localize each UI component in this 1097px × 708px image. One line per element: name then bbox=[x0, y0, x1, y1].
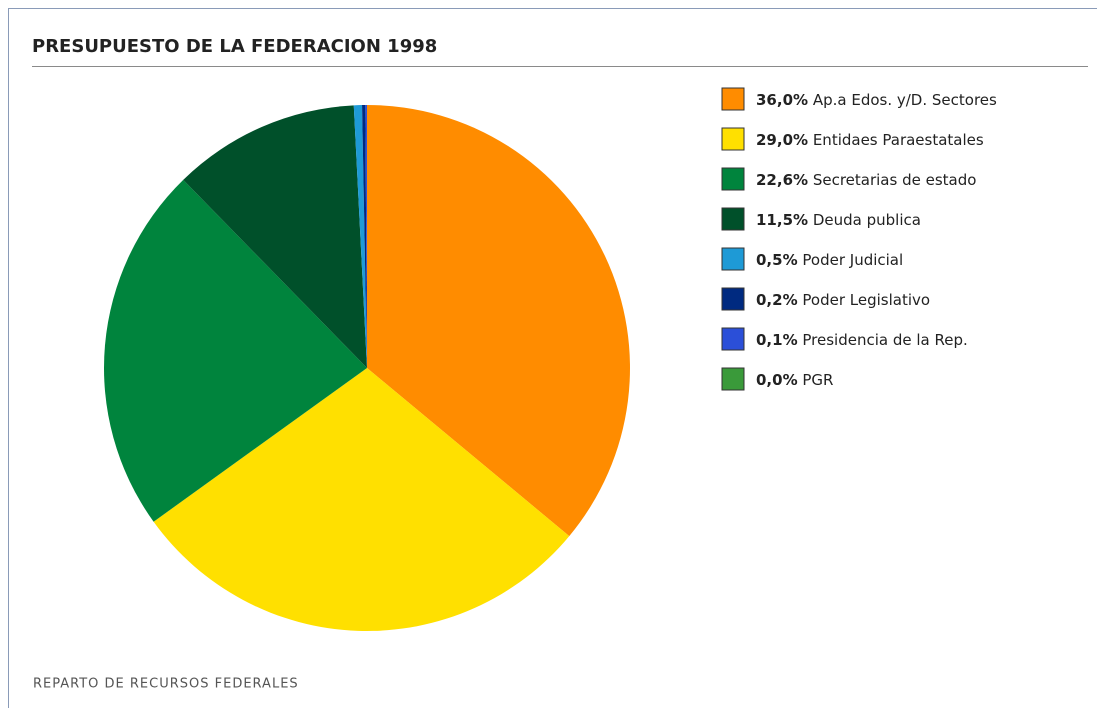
legend-name: PGR bbox=[802, 371, 833, 389]
pie-slice bbox=[365, 105, 367, 368]
legend-label: 0,1% Presidencia de la Rep. bbox=[756, 331, 968, 349]
legend-swatch bbox=[721, 367, 745, 391]
legend-swatch bbox=[721, 327, 745, 351]
legend-name: Presidencia de la Rep. bbox=[802, 331, 967, 349]
legend-swatch bbox=[721, 167, 745, 191]
legend-value: 29,0% bbox=[756, 131, 808, 149]
legend-swatch bbox=[721, 247, 745, 271]
legend-label: 0,5% Poder Judicial bbox=[756, 251, 903, 269]
legend-value: 36,0% bbox=[756, 91, 808, 109]
legend-swatch bbox=[721, 287, 745, 311]
legend-value: 0,2% bbox=[756, 291, 798, 309]
legend-label: 11,5% Deuda publica bbox=[756, 211, 921, 229]
legend-name: Deuda publica bbox=[813, 211, 921, 229]
legend-swatch bbox=[721, 87, 745, 111]
legend-name: Secretarias de estado bbox=[813, 171, 977, 189]
legend-value: 11,5% bbox=[756, 211, 808, 229]
pie-slice bbox=[353, 105, 367, 368]
pie-slice bbox=[183, 105, 367, 368]
legend-swatch bbox=[721, 207, 745, 231]
legend-label: 0,0% PGR bbox=[756, 371, 833, 389]
legend-label: 0,2% Poder Legislativo bbox=[756, 291, 930, 309]
pie-slice bbox=[362, 105, 367, 369]
pie-slice bbox=[103, 179, 367, 522]
legend-name: Entidaes Paraestatales bbox=[813, 131, 984, 149]
legend-name: Poder Legislativo bbox=[802, 291, 930, 309]
legend-label: 36,0% Ap.a Edos. y/D. Sectores bbox=[756, 91, 997, 109]
pie-slice bbox=[153, 368, 570, 631]
legend-label: 29,0% Entidaes Paraestatales bbox=[756, 131, 984, 149]
chart-subtitle: REPARTO DE RECURSOS FEDERALES bbox=[33, 677, 299, 692]
legend-value: 0,5% bbox=[756, 251, 798, 269]
chart-title: PRESUPUESTO DE LA FEDERACION 1998 bbox=[32, 36, 437, 57]
legend-swatch bbox=[721, 127, 745, 151]
legend-label: 22,6% Secretarias de estado bbox=[756, 171, 976, 189]
legend-value: 0,1% bbox=[756, 331, 798, 349]
legend-value: 22,6% bbox=[756, 171, 808, 189]
legend-name: Ap.a Edos. y/D. Sectores bbox=[813, 91, 997, 109]
legend-value: 0,0% bbox=[756, 371, 798, 389]
legend-name: Poder Judicial bbox=[802, 251, 903, 269]
pie-slice bbox=[367, 105, 630, 537]
